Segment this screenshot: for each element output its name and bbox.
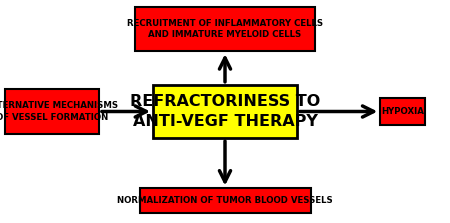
Text: NORMALIZATION OF TUMOR BLOOD VESSELS: NORMALIZATION OF TUMOR BLOOD VESSELS <box>117 196 333 205</box>
Text: ALTERNATIVE MECHANISMS
OF VESSEL FORMATION: ALTERNATIVE MECHANISMS OF VESSEL FORMATI… <box>0 101 118 122</box>
FancyBboxPatch shape <box>140 188 310 213</box>
FancyBboxPatch shape <box>153 85 297 138</box>
FancyBboxPatch shape <box>4 89 99 134</box>
FancyBboxPatch shape <box>380 98 425 125</box>
Text: RECRUITMENT OF INFLAMMATORY CELLS
AND IMMATURE MYELOID CELLS: RECRUITMENT OF INFLAMMATORY CELLS AND IM… <box>127 19 323 39</box>
FancyBboxPatch shape <box>135 7 315 51</box>
Text: REFRACTORINESS TO
ANTI-VEGF THERAPY: REFRACTORINESS TO ANTI-VEGF THERAPY <box>130 94 320 129</box>
Text: HYPOXIA: HYPOXIA <box>381 107 424 116</box>
